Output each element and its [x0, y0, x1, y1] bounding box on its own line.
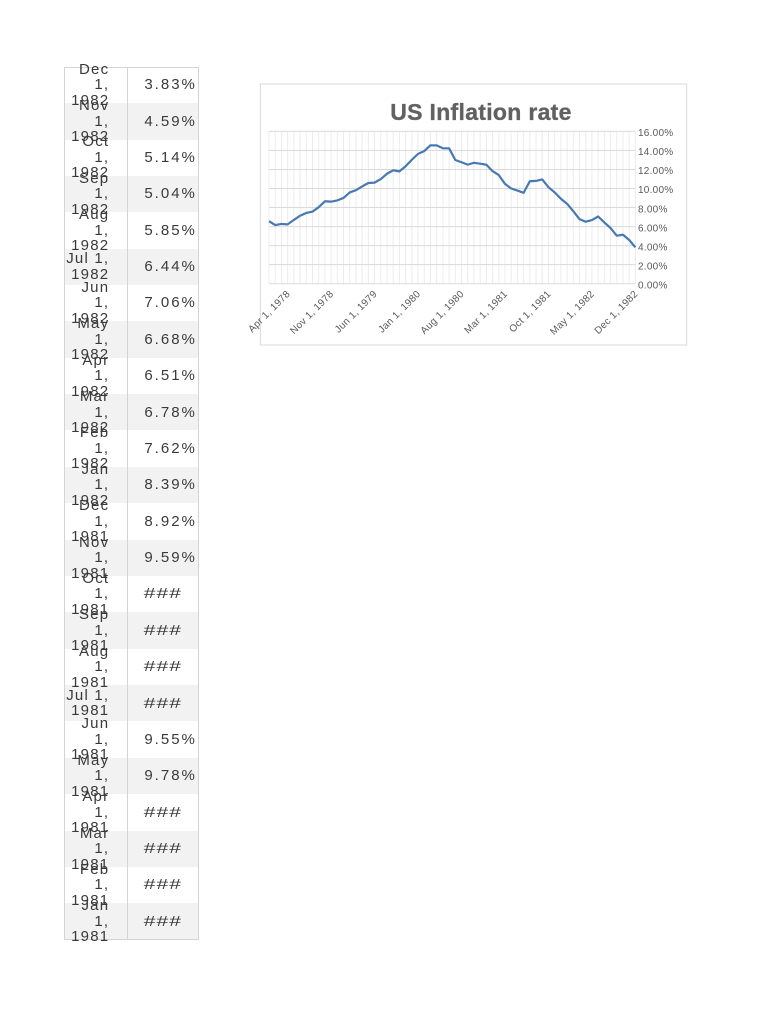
svg-text:Jun 1, 1979: Jun 1, 1979: [333, 289, 380, 336]
svg-text:US Inflation rate: US Inflation rate: [390, 99, 571, 125]
svg-text:Jan 1, 1980: Jan 1, 1980: [376, 289, 423, 336]
svg-text:4.00%: 4.00%: [638, 242, 668, 253]
svg-text:Mar 1, 1981: Mar 1, 1981: [463, 289, 511, 337]
svg-text:2.00%: 2.00%: [638, 261, 668, 272]
svg-text:May 1, 1982: May 1, 1982: [548, 289, 597, 338]
svg-text:6.00%: 6.00%: [638, 223, 668, 234]
svg-text:8.00%: 8.00%: [638, 204, 668, 215]
svg-text:16.00%: 16.00%: [638, 128, 673, 139]
svg-text:12.00%: 12.00%: [638, 166, 673, 177]
svg-text:10.00%: 10.00%: [638, 185, 673, 196]
svg-text:0.00%: 0.00%: [638, 280, 668, 291]
svg-text:14.00%: 14.00%: [638, 147, 673, 158]
svg-text:Oct 1, 1981: Oct 1, 1981: [507, 289, 553, 335]
svg-text:Apr 1, 1978: Apr 1, 1978: [246, 289, 292, 335]
svg-text:Dec 1, 1982: Dec 1, 1982: [593, 289, 641, 337]
svg-text:Aug 1, 1980: Aug 1, 1980: [419, 289, 467, 337]
svg-text:Nov 1, 1978: Nov 1, 1978: [288, 289, 336, 337]
